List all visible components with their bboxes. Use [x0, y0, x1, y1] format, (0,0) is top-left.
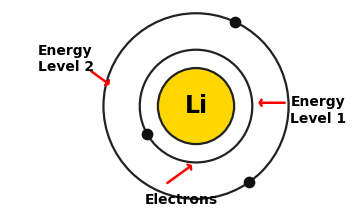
Point: [144, 132, 150, 136]
Point: [232, 20, 238, 24]
Point: [246, 180, 252, 184]
Text: Energy
Level 1: Energy Level 1: [290, 95, 347, 126]
Ellipse shape: [158, 68, 234, 144]
Text: Li: Li: [184, 94, 208, 118]
Text: Energy
Level 2: Energy Level 2: [38, 44, 94, 74]
Text: Electrons: Electrons: [145, 193, 218, 207]
